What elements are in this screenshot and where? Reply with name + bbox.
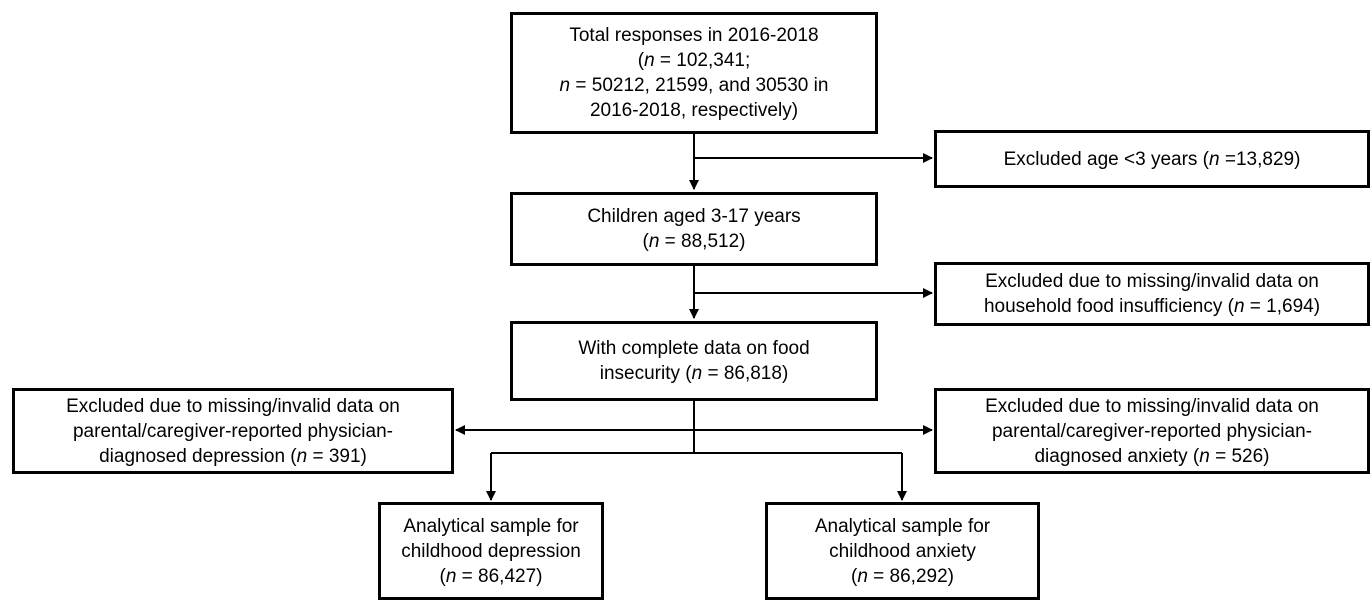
- box-sample-depression: Analytical sample for childhood depressi…: [378, 502, 604, 600]
- sample-anxiety-line-2: childhood anxiety: [829, 540, 976, 562]
- complete-line-1: With complete data on food: [578, 338, 810, 359]
- complete-line-2: insecurity (n = 86,818): [599, 363, 789, 384]
- excluded-depression-line-3: diagnosed depression (n = 391): [99, 445, 367, 467]
- excluded-depression-line-2: parental/caregiver-reported physician-: [72, 420, 393, 442]
- box-excluded-age: Excluded age <3 years (n =13,829): [934, 130, 1370, 188]
- excluded-anxiety-line-3: diagnosed anxiety (n = 526): [1034, 445, 1270, 467]
- sample-depression-line-2: childhood depression: [401, 540, 581, 562]
- total-line-3: n = 50212, 21599, and 30530 in: [559, 75, 829, 96]
- excluded-anxiety-line-1: Excluded due to missing/invalid data on: [985, 395, 1319, 417]
- box-excluded-depression: Excluded due to missing/invalid data on …: [12, 388, 454, 474]
- box-sample-anxiety: Analytical sample for childhood anxiety …: [765, 502, 1040, 600]
- sample-anxiety-line-3: (n = 86,292): [850, 565, 954, 587]
- excluded-anxiety-line-2: parental/caregiver-reported physician-: [991, 420, 1312, 442]
- children-line-1: Children aged 3-17 years: [587, 206, 801, 227]
- excluded-food-line-2: household food insufficiency (n = 1,694): [983, 296, 1321, 317]
- excluded-depression-line-1: Excluded due to missing/invalid data on: [66, 395, 400, 417]
- sample-depression-line-3: (n = 86,427): [439, 565, 543, 587]
- total-line-1: Total responses in 2016-2018: [569, 25, 819, 46]
- total-line-2: (n = 102,341;: [637, 50, 751, 71]
- box-children-3-17: Children aged 3-17 years (n = 88,512): [510, 192, 878, 266]
- box-excluded-food: Excluded due to missing/invalid data on …: [934, 262, 1370, 326]
- children-line-2: (n = 88,512): [642, 231, 746, 252]
- sample-anxiety-line-1: Analytical sample for: [814, 515, 991, 537]
- box-total-responses: Total responses in 2016-2018 (n = 102,34…: [510, 12, 878, 134]
- box-complete-data: With complete data on food insecurity (n…: [510, 321, 878, 401]
- total-line-4: 2016-2018, respectively): [589, 100, 799, 121]
- excluded-age-line-1: Excluded age <3 years (n =13,829): [1003, 148, 1301, 170]
- sample-depression-line-1: Analytical sample for: [403, 515, 579, 537]
- excluded-food-line-1: Excluded due to missing/invalid data on: [985, 271, 1319, 292]
- box-excluded-anxiety: Excluded due to missing/invalid data on …: [934, 388, 1370, 474]
